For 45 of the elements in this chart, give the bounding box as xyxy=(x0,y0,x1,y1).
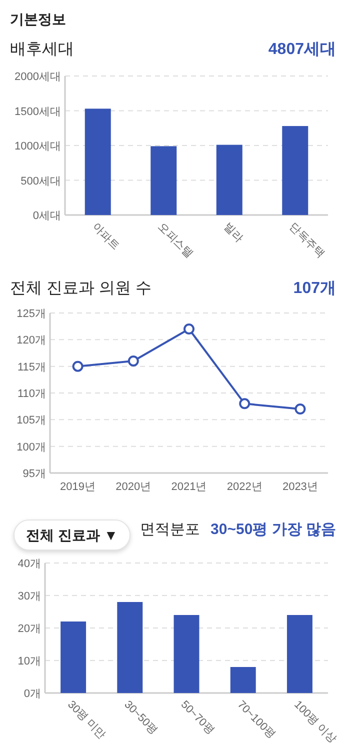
y-tick-label: 10개 xyxy=(18,656,41,668)
y-tick-label: 0개 xyxy=(24,688,41,700)
y-tick-label: 500세대 xyxy=(20,175,61,188)
x-tick-label: 2019년 xyxy=(60,481,96,493)
bar xyxy=(216,144,242,215)
bar xyxy=(117,602,143,693)
chart-subtitle: 107개 xyxy=(293,280,336,297)
chart-subtitle: 4807세대 xyxy=(268,41,336,58)
bar xyxy=(60,622,86,693)
x-tick-label: 2021년 xyxy=(171,481,207,493)
y-tick-label: 100개 xyxy=(16,441,46,454)
y-tick-label: 40개 xyxy=(18,558,41,570)
y-tick-label: 1000세대 xyxy=(14,140,61,152)
point xyxy=(184,324,194,334)
point xyxy=(128,356,139,366)
y-tick-label: 120개 xyxy=(16,334,46,347)
chart-title: 배후세대 xyxy=(10,41,74,58)
chart-title: 면적분포 xyxy=(140,521,200,538)
y-tick-label: 125개 xyxy=(16,308,46,320)
bar xyxy=(174,615,200,693)
point xyxy=(294,404,306,414)
y-tick-label: 1500세대 xyxy=(14,106,61,118)
y-tick-label: 110개 xyxy=(17,388,46,400)
y-tick-label: 20개 xyxy=(18,623,41,635)
point xyxy=(72,360,84,372)
y-tick-label: 2000세대 xyxy=(14,71,61,83)
x-tick-label: 2023년 xyxy=(282,481,318,493)
bar xyxy=(282,126,308,215)
point xyxy=(239,398,250,410)
bar xyxy=(150,146,177,215)
x-tick-label: 빌라 xyxy=(221,220,246,245)
y-tick-label: 0세대 xyxy=(32,210,61,222)
y-tick-label: 105개 xyxy=(16,414,46,427)
bar xyxy=(286,615,312,693)
text: 전체 진료과 ▼ xyxy=(26,527,118,543)
bar xyxy=(84,108,111,215)
chart-subtitle: 30~50평 가장 많음 xyxy=(210,521,336,538)
chart-title: 전체 진료과 의원 수 xyxy=(10,280,152,297)
y-tick-label: 30개 xyxy=(18,590,41,602)
y-tick-label: 95개 xyxy=(22,468,46,480)
x-tick-label: 2020년 xyxy=(116,481,152,493)
y-tick-label: 115개 xyxy=(17,361,46,374)
bar xyxy=(230,667,256,693)
x-tick-label: 2022년 xyxy=(226,481,262,493)
text: 기본정보 xyxy=(10,11,66,27)
